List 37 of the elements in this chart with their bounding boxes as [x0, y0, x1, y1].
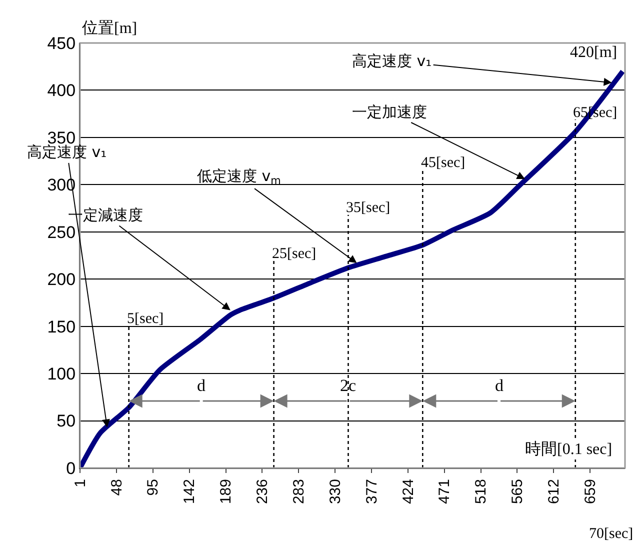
x-tick-label: 471 — [436, 479, 454, 504]
ref-line-label: 5[sec] — [127, 311, 164, 327]
annotation: 2c — [340, 376, 356, 395]
x-tick-label: 612 — [546, 479, 563, 504]
y-tick-label: 150 — [47, 317, 76, 336]
x-tick-label: 565 — [509, 479, 526, 504]
x-tick-label: 283 — [290, 479, 308, 504]
x-tick-label: 95 — [144, 479, 162, 496]
x-axis-title: 時間[0.1 sec] — [525, 440, 612, 458]
x-tick-label: 1 — [72, 479, 89, 488]
y-tick-label: 50 — [56, 412, 76, 431]
y-tick-label: 400 — [47, 81, 76, 100]
x-tick-label: 659 — [582, 479, 599, 504]
ref-line-label: 25[sec] — [272, 246, 316, 262]
annotation: 420[m] — [570, 44, 618, 61]
ref-line-label: 35[sec] — [346, 200, 390, 216]
y-tick-label: 200 — [47, 270, 76, 290]
x-tick-label: 330 — [326, 479, 344, 504]
y-tick-label: 100 — [47, 364, 76, 384]
x-tick-label: 142 — [181, 479, 198, 504]
y-tick-label: 250 — [47, 222, 76, 242]
y-tick-label: 0 — [66, 458, 76, 478]
x-tick-label: 518 — [472, 479, 490, 504]
annotation: 一定加速度 — [352, 103, 427, 121]
x-tick-label: 377 — [363, 479, 380, 504]
annotation: d — [197, 376, 206, 395]
annotation: d — [495, 376, 504, 395]
x-tick-label: 48 — [108, 479, 126, 496]
x-tick-label: 236 — [254, 479, 272, 504]
x-tick-label: 189 — [218, 479, 235, 504]
x-tick-label: 424 — [400, 479, 417, 504]
y-tick-label: 450 — [47, 34, 76, 53]
y-axis-title: 位置[m] — [82, 20, 138, 37]
text: 70[sec] — [589, 526, 634, 542]
annotation: 低定速度 v$_{m}$ — [197, 167, 281, 188]
annotation: 高定速度 v₁ — [352, 52, 432, 70]
ref-line-label: 45[sec] — [421, 155, 466, 171]
